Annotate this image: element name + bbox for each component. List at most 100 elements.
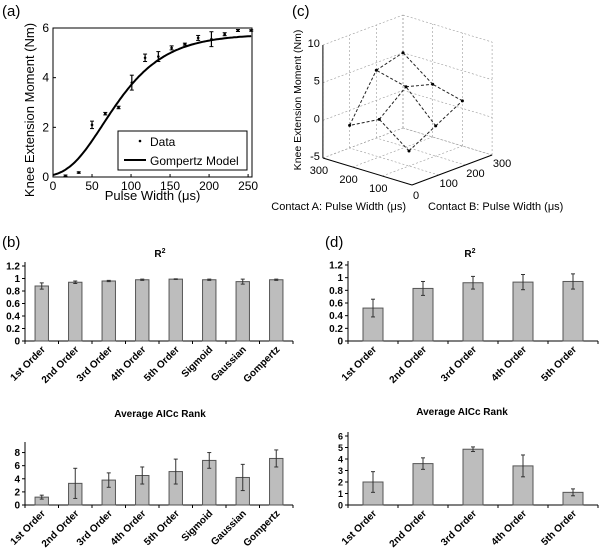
- chart-title: Average AICc Rank: [416, 407, 508, 418]
- y-tick-label: 0.4: [329, 311, 343, 322]
- y-tick-label: 4: [338, 455, 343, 465]
- chart-title: Average AICc Rank: [114, 409, 206, 420]
- a-tick-label: 100: [369, 183, 387, 195]
- plot-frame-a: [52, 27, 253, 178]
- surface-data-point: [401, 51, 405, 55]
- surface-mesh-line: [378, 119, 410, 152]
- chart-title-superscript: 2: [472, 248, 476, 255]
- x-axis-label: Pulse Width (μs): [105, 188, 201, 203]
- y-tick-label: 2: [42, 120, 49, 134]
- origin-tick-label: 0: [413, 190, 419, 202]
- category-label: 3rd Order: [75, 508, 115, 548]
- category-label: 3rd Order: [75, 344, 115, 384]
- category-label: Gompertz: [242, 344, 283, 385]
- x-tick-label: 250: [238, 179, 258, 193]
- category-label: 2nd Order: [388, 508, 430, 550]
- z-axis-label: Knee Extension Moment (Nm): [292, 30, 304, 171]
- surface-data-point: [460, 99, 464, 103]
- chart-title: R2: [154, 248, 165, 260]
- y-tick-label: 1.2: [6, 262, 20, 273]
- bar: [202, 279, 217, 342]
- grid-line: [402, 90, 493, 118]
- grid-line: [402, 127, 493, 156]
- bar: [462, 282, 484, 342]
- surface-mesh-line: [349, 118, 380, 126]
- category-label: Gompertz: [242, 508, 283, 549]
- category-label: 5th Order: [540, 344, 580, 384]
- y-tick-label: 1: [14, 274, 20, 285]
- data-point: [130, 81, 134, 84]
- grid-line: [402, 127, 493, 156]
- gompertz-model-line: [52, 35, 252, 176]
- y-tick-label: 0.2: [329, 324, 343, 335]
- category-label: 4th Order: [490, 508, 530, 548]
- data-point: [143, 56, 147, 60]
- data-point: [183, 42, 187, 46]
- surface-mesh-line: [402, 52, 434, 85]
- x-tick-label: 100: [121, 179, 141, 193]
- bar: [34, 285, 49, 342]
- grid-line: [382, 145, 463, 177]
- y-tick-label: 2: [338, 478, 343, 488]
- y-tick-label: 0: [14, 337, 20, 348]
- surface-data-point: [434, 124, 438, 128]
- y-axis-label: Knee Extension Moment (Nm): [22, 23, 37, 197]
- legend-data-marker: [138, 139, 142, 143]
- grid-line: [322, 90, 404, 121]
- y-tick-label: 2: [14, 487, 20, 498]
- y-tick-label: 0: [42, 170, 49, 184]
- b-axis: [411, 154, 493, 186]
- category-label: 5th Order: [540, 508, 580, 548]
- category-label: 1st Order: [340, 344, 379, 383]
- a-axis: [322, 157, 413, 186]
- z-tick-label: 5: [314, 76, 320, 88]
- category-label: 4th Order: [109, 344, 149, 384]
- surface-mesh-line: [408, 125, 437, 152]
- bar: [135, 279, 150, 342]
- surface-data-point: [377, 117, 381, 121]
- surface-mesh-line: [376, 69, 407, 88]
- surface-data-point: [374, 68, 378, 72]
- bar: [462, 448, 484, 506]
- surface-data-point: [348, 123, 352, 127]
- y-tick-label: 1: [338, 489, 343, 499]
- grid-line: [322, 14, 404, 46]
- y-tick-label: 0.6: [329, 299, 343, 310]
- surface-data-point: [431, 82, 435, 86]
- bar: [269, 279, 284, 342]
- category-label: 1st Order: [340, 508, 379, 547]
- legend-box: [117, 130, 248, 171]
- contact-a-axis-label: Contact A: Pulse Width (μs): [271, 201, 406, 213]
- grid-line: [349, 147, 439, 176]
- bar: [562, 280, 584, 342]
- surface-mesh-line: [349, 70, 377, 126]
- chart-title-superscript: 2: [162, 248, 166, 255]
- x-tick-label: 200: [199, 179, 219, 193]
- category-label: 3rd Order: [439, 508, 479, 548]
- surface-mesh-line: [376, 52, 404, 71]
- category-label: 5th Order: [142, 344, 182, 384]
- b-tick-label: 300: [493, 158, 511, 170]
- surface-mesh-line: [378, 86, 407, 120]
- chart-title: R2: [464, 248, 475, 260]
- z-tick-label: 0: [314, 113, 320, 125]
- surface-mesh-line: [435, 100, 463, 127]
- data-point: [210, 37, 213, 41]
- y-tick-label: 0.6: [6, 299, 20, 310]
- data-point: [77, 171, 81, 174]
- data-point: [196, 36, 200, 40]
- legend-label-data: Data: [150, 135, 176, 149]
- y-tick-label: 0: [14, 501, 20, 512]
- data-point: [236, 29, 240, 32]
- b-tick-label: 100: [440, 178, 458, 190]
- panel-label-a: (a): [2, 3, 20, 20]
- y-tick-label: 1.2: [329, 261, 343, 272]
- data-point: [170, 46, 173, 50]
- z-tick-label: -5: [310, 151, 320, 163]
- grid-line: [376, 137, 466, 166]
- x-tick-label: 50: [85, 179, 99, 193]
- y-tick-label: 4: [42, 71, 49, 85]
- surface-mesh-line: [405, 86, 437, 127]
- bar: [101, 280, 116, 342]
